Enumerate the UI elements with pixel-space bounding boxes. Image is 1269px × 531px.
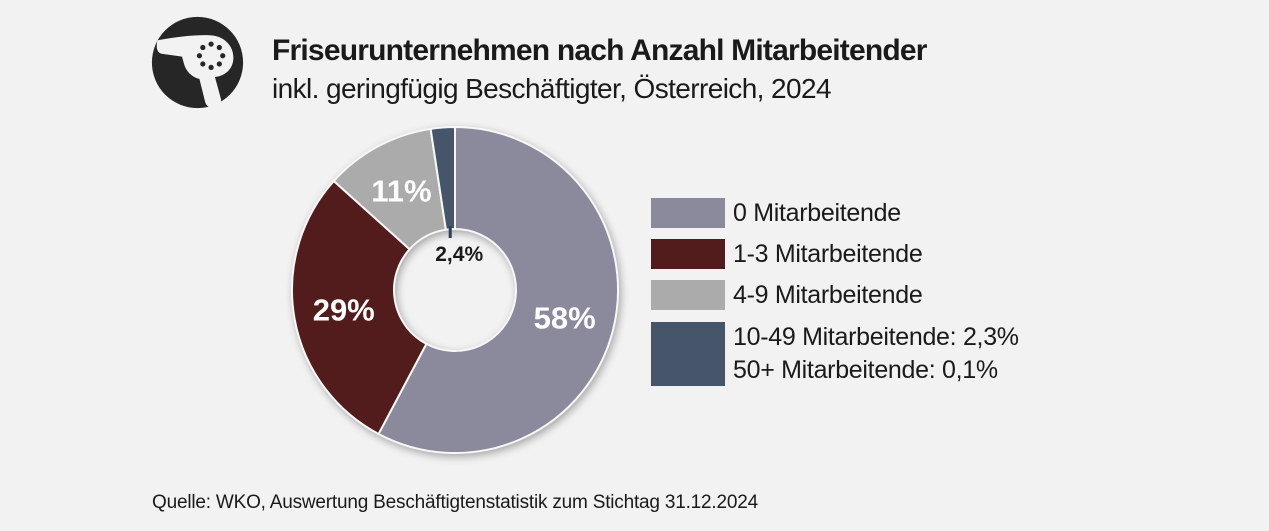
legend-swatch <box>651 239 725 269</box>
legend-swatch <box>651 198 725 228</box>
donut-chart: 58% 29% 11% 2,4% <box>280 113 632 465</box>
legend-label-line: 50+ Mitarbeitende: 0,1% <box>733 356 998 384</box>
legend-label: 10-49 Mitarbeitende: 2,3% 50+ Mitarbeite… <box>733 321 1019 387</box>
donut-slices <box>291 126 619 454</box>
legend-label-line: 1-3 Mitarbeitende <box>733 240 923 268</box>
legend-label-line: 4-9 Mitarbeitende <box>733 281 923 309</box>
donut-slice <box>429 126 456 231</box>
legend-label-line: 10-49 Mitarbeitende: 2,3% <box>733 323 1019 351</box>
hairdryer-icon <box>149 14 246 111</box>
legend-swatch <box>651 280 725 310</box>
slice-percentage-label: 29% <box>313 293 375 328</box>
page-subtitle: inkl. geringfügig Beschäftigter, Österre… <box>272 73 832 104</box>
legend-item: 1-3 Mitarbeitende <box>651 239 1111 269</box>
donut-slice <box>377 126 619 454</box>
legend-label-line: 0 Mitarbeitende <box>733 199 901 227</box>
legend-swatch <box>651 322 725 386</box>
slice-percentage-label: 11% <box>371 174 431 209</box>
legend-item: 0 Mitarbeitende <box>651 198 1111 228</box>
slice-percentage-callout: 2,4% <box>435 243 483 266</box>
header: Friseurunternehmen nach Anzahl Mitarbeit… <box>272 33 1032 107</box>
legend-label: 1-3 Mitarbeitende <box>733 239 923 269</box>
donut-slice <box>291 180 428 435</box>
source-note: Quelle: WKO, Auswertung Beschäftigtensta… <box>152 492 758 513</box>
legend-item: 4-9 Mitarbeitende <box>651 280 1111 310</box>
legend: 0 Mitarbeitende 1-3 Mitarbeitende 4-9 Mi… <box>651 198 1111 398</box>
legend-label: 4-9 Mitarbeitende <box>733 280 923 310</box>
hairdryer-vent-dots <box>196 41 226 70</box>
slice-percentage-label: 58% <box>534 300 596 335</box>
page-title: Friseurunternehmen nach Anzahl Mitarbeit… <box>272 34 927 67</box>
donut-chart-svg: 58% 29% 11% 2,4% <box>291 126 619 454</box>
hairdryer-icon-svg <box>151 16 244 109</box>
legend-label: 0 Mitarbeitende <box>733 198 901 228</box>
legend-item: 10-49 Mitarbeitende: 2,3% 50+ Mitarbeite… <box>651 321 1111 387</box>
